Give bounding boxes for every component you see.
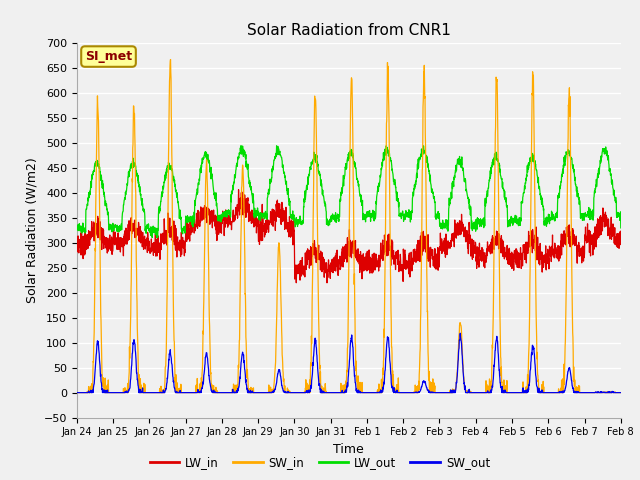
Title: Solar Radiation from CNR1: Solar Radiation from CNR1 xyxy=(247,23,451,38)
Legend: LW_in, SW_in, LW_out, SW_out: LW_in, SW_in, LW_out, SW_out xyxy=(145,452,495,474)
Y-axis label: Solar Radiation (W/m2): Solar Radiation (W/m2) xyxy=(25,157,38,303)
X-axis label: Time: Time xyxy=(333,443,364,456)
Text: SI_met: SI_met xyxy=(85,50,132,63)
